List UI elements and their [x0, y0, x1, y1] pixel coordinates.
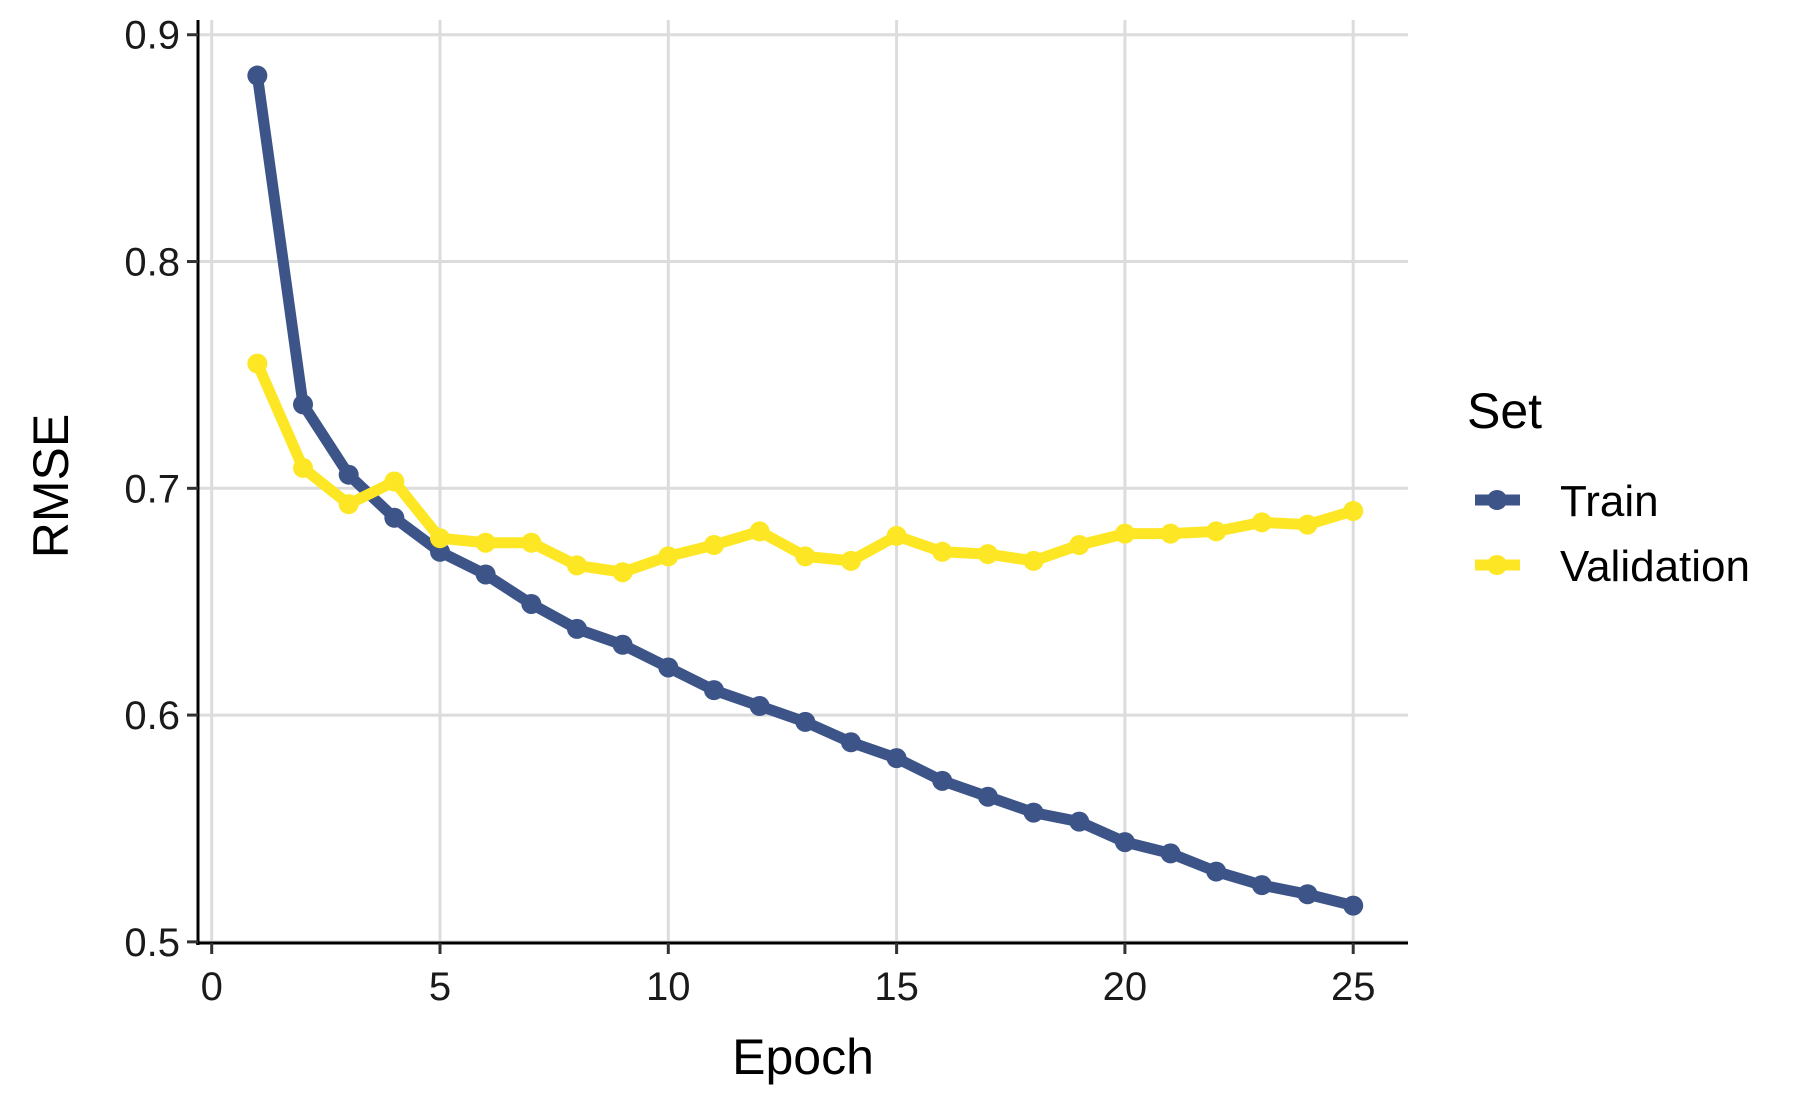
- x-tick-label: 25: [1331, 965, 1376, 1009]
- data-point-validation: [1160, 523, 1181, 544]
- gridlines: [198, 20, 1408, 944]
- data-point-validation: [293, 457, 314, 478]
- data-point-validation: [430, 528, 450, 549]
- legend-item-validation: Validation: [1475, 542, 1750, 591]
- data-point-validation: [977, 544, 998, 565]
- data-point-validation: [749, 521, 770, 542]
- data-point-train: [840, 732, 861, 753]
- data-point-validation: [1023, 550, 1044, 571]
- y-tick-label: 0.7: [124, 467, 180, 511]
- data-point-train: [247, 65, 268, 86]
- series-line-train: [251, 70, 1359, 912]
- data-point-train: [1206, 861, 1227, 882]
- data-point-validation: [1251, 512, 1272, 533]
- data-point-validation: [1297, 514, 1318, 535]
- data-point-validation: [658, 546, 679, 567]
- legend-label-validation: Validation: [1560, 542, 1750, 591]
- y-tick-label: 0.9: [124, 14, 180, 58]
- data-point-train: [1023, 802, 1044, 823]
- legend-title: Set: [1467, 383, 1542, 439]
- data-point-validation: [795, 546, 816, 567]
- data-point-train: [384, 507, 405, 528]
- data-point-validation: [338, 494, 359, 515]
- data-point-train: [1160, 843, 1181, 864]
- x-tick-label: 15: [874, 965, 919, 1009]
- legend-key-point-validation: [1487, 555, 1507, 575]
- data-point-train: [338, 464, 359, 485]
- data-point-validation: [932, 541, 953, 562]
- y-tick-label: 0.8: [124, 241, 180, 285]
- data-point-train: [1251, 875, 1272, 896]
- data-point-train: [612, 634, 633, 655]
- data-point-validation: [475, 532, 496, 553]
- data-point-validation: [886, 525, 907, 546]
- tick-labels: 0 5 10 15 20 25 0.5 0.6 0.7 0.8 0.9: [124, 14, 1375, 1009]
- y-axis-title: RMSE: [23, 414, 79, 558]
- data-point-train: [977, 786, 998, 807]
- data-point-train: [1114, 832, 1135, 853]
- data-point-validation: [384, 471, 405, 492]
- legend-item-train: Train: [1475, 477, 1659, 526]
- x-tick-label: 5: [429, 965, 451, 1009]
- data-point-validation: [703, 534, 724, 555]
- data-point-validation: [840, 550, 861, 571]
- data-point-train: [932, 770, 953, 791]
- series-plot-area: [247, 65, 1364, 916]
- data-point-train: [749, 696, 770, 717]
- data-point-validation: [566, 555, 587, 576]
- data-point-train: [475, 564, 496, 585]
- data-point-validation: [521, 532, 542, 553]
- data-point-train: [1297, 884, 1318, 905]
- y-tick-label: 0.6: [124, 694, 180, 738]
- data-point-train: [566, 618, 587, 639]
- y-tick-label: 0.5: [124, 921, 180, 965]
- data-point-train: [703, 680, 724, 701]
- x-tick-label: 20: [1103, 965, 1148, 1009]
- legend-key-point-train: [1487, 490, 1507, 510]
- data-point-train: [1343, 895, 1364, 916]
- data-point-train: [293, 394, 314, 415]
- data-point-train: [795, 711, 816, 732]
- data-point-validation: [1114, 523, 1135, 544]
- data-point-validation: [247, 353, 268, 374]
- legend-label-train: Train: [1560, 477, 1659, 526]
- data-point-train: [658, 657, 679, 678]
- x-tick-label: 10: [646, 965, 691, 1009]
- data-point-train: [521, 593, 542, 614]
- legend-items: Train Validation: [1475, 477, 1750, 591]
- axes: [187, 20, 1408, 954]
- data-point-validation: [1069, 534, 1090, 555]
- data-point-validation: [612, 562, 633, 583]
- x-axis-title: Epoch: [732, 1029, 874, 1085]
- data-point-validation: [1343, 500, 1364, 521]
- data-point-train: [1069, 811, 1090, 832]
- legend: Set Train Validation: [1467, 383, 1750, 591]
- x-tick-label: 0: [201, 965, 223, 1009]
- data-point-train: [886, 748, 907, 769]
- data-point-validation: [1206, 521, 1227, 542]
